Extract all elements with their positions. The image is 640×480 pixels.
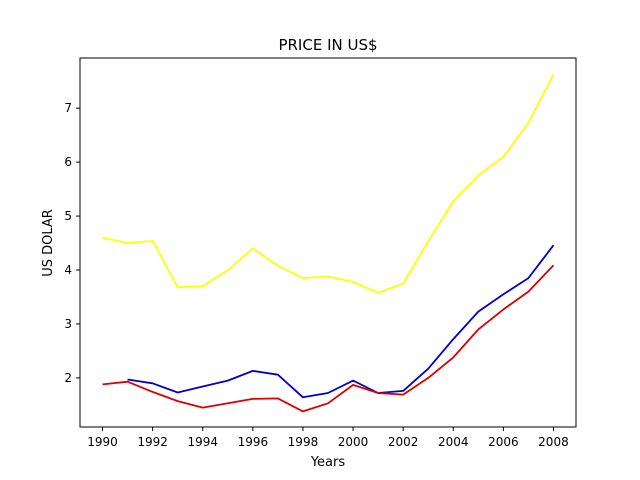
x-tick-label: 2008: [538, 435, 569, 449]
x-axis-label: Years: [310, 455, 346, 470]
y-axis: 2 3 4 5 6 7: [64, 101, 80, 385]
series-line-1: [127, 244, 555, 399]
y-tick-label: 4: [64, 263, 72, 277]
x-tick-label: 1990: [87, 435, 118, 449]
chart-title: PRICE IN US$: [278, 36, 377, 54]
y-tick-label: 3: [64, 317, 72, 331]
series-line-2: [102, 264, 555, 413]
y-tick-label: 7: [64, 101, 72, 115]
y-tick-label: 5: [64, 209, 72, 223]
x-tick-label: 1994: [187, 435, 218, 449]
y-axis-label: US DOLAR: [41, 209, 56, 277]
y-tick-label: 6: [64, 155, 72, 169]
x-tick-label: 1998: [288, 435, 319, 449]
x-tick-label: 2002: [388, 435, 419, 449]
x-tick-label: 1996: [238, 435, 269, 449]
series-line-0: [102, 73, 555, 294]
plot-frame: [79, 57, 577, 428]
series-layer: [102, 73, 555, 413]
x-tick-label: 1992: [137, 435, 168, 449]
x-tick-label: 2000: [338, 435, 369, 449]
x-axis: 1990 1992 1994 1996 1998 2000 2002 2004 2006 2008: [87, 427, 569, 449]
x-tick-label: 2006: [488, 435, 519, 449]
y-tick-label: 2: [64, 371, 72, 385]
x-tick-label: 2004: [438, 435, 469, 449]
